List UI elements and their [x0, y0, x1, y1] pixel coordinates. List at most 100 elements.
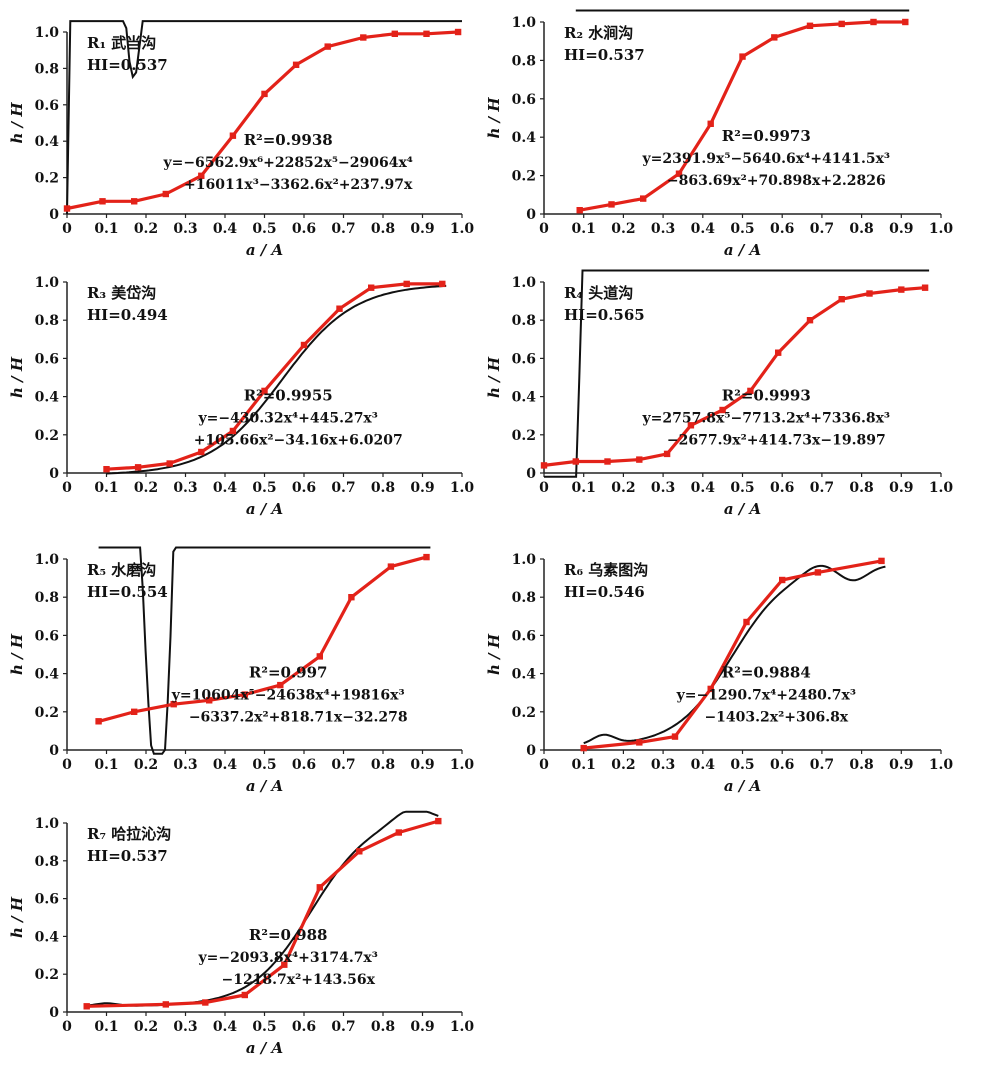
y-tick-label: 0.8: [512, 590, 536, 606]
equation-line: y=−1290.7x⁴+2480.7x³: [676, 687, 856, 703]
x-tick-label: 0.6: [292, 480, 316, 496]
observed-point: [576, 207, 583, 214]
y-axis-label: h / H: [8, 896, 26, 938]
hi-value: HI=0.554: [87, 583, 168, 601]
observed-point: [838, 296, 845, 303]
y-tick-label: 0.8: [512, 53, 536, 69]
r-squared-label: R²=0.9955: [244, 386, 333, 404]
panel-label: R₄ 头道沟: [564, 284, 633, 302]
x-tick-label: 0.6: [770, 221, 794, 237]
y-tick-label: 0: [526, 207, 536, 223]
observed-point: [202, 999, 209, 1006]
observed-point: [360, 34, 367, 41]
chart-panel-2: 0 0.1 0.2 0.3 0.4 0.5 0.6 0.7 0.8 0.9 1.0 0 0.2 0.4 0.…: [485, 9, 954, 259]
chart-panel-6: 0 0.1 0.2 0.3 0.4 0.5 0.6 0.7 0.8 0.9 1.0 0 0.2 0.4 0.…: [485, 552, 953, 795]
y-tick-label: 1.0: [512, 275, 537, 291]
x-axis-label: a / A: [246, 500, 283, 518]
x-tick-label: 0.3: [173, 221, 197, 237]
panel-label: R₆ 乌素图沟: [564, 561, 648, 579]
observed-point: [83, 1003, 90, 1010]
x-tick-label: 0.8: [371, 1019, 395, 1035]
observed-point: [261, 387, 268, 395]
r-squared-label: R²=0.997: [249, 663, 328, 681]
y-tick-label: 0.2: [35, 171, 59, 187]
observed-point: [743, 618, 750, 626]
x-tick-label: 0.6: [292, 757, 316, 773]
observed-point: [241, 991, 248, 999]
chart-panel-3: 0 0.1 0.2 0.3 0.4 0.5 0.6 0.7 0.8 0.9 1.0 0 0.2 0.4 0.…: [8, 275, 474, 518]
hi-value: HI=0.537: [564, 46, 645, 64]
y-axis-label: h / H: [8, 356, 26, 398]
observed-point: [356, 848, 363, 855]
x-tick-label: 0.3: [651, 221, 675, 237]
observed-point: [387, 563, 395, 570]
observed-point: [423, 553, 430, 561]
x-tick-label: 0.1: [572, 480, 596, 496]
panel-label: R₂ 水涧沟: [564, 24, 633, 42]
x-tick-label: 0: [62, 1019, 72, 1035]
chart-panel-1: 0 0.1 0.2 0.3 0.4 0.5 0.6 0.7 0.8 0.9 1.0 0 0.2 0.4 0.…: [8, 20, 474, 259]
chart-panel-7: 0 0.1 0.2 0.3 0.4 0.5 0.6 0.7 0.8 0.9 1.0 0 0.2 0.4 0.…: [8, 810, 474, 1057]
x-tick-label: 0: [62, 757, 72, 773]
x-tick-label: 0.3: [651, 757, 675, 773]
r-squared-label: R²=0.9993: [722, 386, 811, 404]
x-tick-label: 0.9: [889, 221, 913, 237]
observed-point: [636, 739, 643, 746]
y-tick-label: 0.6: [512, 628, 536, 644]
fit-curve: [583, 564, 886, 745]
observed-point: [292, 61, 300, 68]
fit-curve: [106, 284, 447, 475]
equation-line: −1218.7x²+143.56x: [221, 972, 375, 988]
y-tick-label: 0.2: [35, 705, 59, 721]
x-tick-label: 0.6: [292, 1019, 316, 1035]
observed-point: [134, 464, 142, 471]
x-axis-label: a / A: [246, 1039, 283, 1057]
observed-point: [878, 557, 885, 565]
observed-point: [99, 198, 106, 205]
x-tick-label: 0.9: [410, 1019, 434, 1035]
y-tick-label: 0.2: [512, 428, 536, 444]
observed-point: [870, 18, 877, 26]
y-axis-label: h / H: [485, 633, 503, 675]
x-tick-label: 1.0: [929, 480, 954, 496]
observed-point: [771, 34, 778, 41]
observed-point: [540, 462, 548, 469]
observed-point: [63, 205, 71, 212]
observed-point: [368, 284, 375, 291]
x-tick-label: 0: [539, 221, 549, 237]
y-tick-label: 0.2: [35, 967, 59, 983]
observed-line: [98, 555, 427, 723]
x-tick-label: 0.5: [730, 221, 754, 237]
observed-point: [162, 1001, 169, 1008]
observed-point: [707, 120, 714, 127]
x-tick-label: 0.3: [173, 1019, 197, 1035]
r-squared-label: R²=0.9938: [244, 131, 333, 149]
x-tick-label: 0.9: [410, 480, 434, 496]
x-tick-label: 1.0: [929, 221, 954, 237]
observed-point: [439, 280, 446, 288]
y-tick-label: 0.6: [512, 92, 536, 108]
y-tick-label: 1.0: [35, 275, 60, 291]
x-tick-label: 0.7: [810, 757, 834, 773]
observed-point: [747, 387, 754, 395]
y-tick-label: 1.0: [512, 552, 537, 568]
observed-point: [103, 466, 110, 473]
x-tick-label: 0.6: [770, 757, 794, 773]
panel-label: R₇ 哈拉沁沟: [87, 825, 171, 843]
observed-point: [838, 20, 845, 28]
fit-curve: [98, 546, 431, 755]
observed-point: [300, 341, 308, 349]
y-axis-label: h / H: [485, 97, 503, 139]
r-squared-label: R²=0.9973: [722, 127, 811, 145]
y-tick-label: 0.6: [35, 351, 59, 367]
observed-point: [166, 460, 173, 467]
x-tick-label: 0.4: [691, 221, 716, 237]
x-tick-label: 0.1: [94, 221, 118, 237]
observed-point: [395, 829, 402, 836]
observed-point: [95, 718, 102, 725]
x-tick-label: 0.5: [252, 480, 276, 496]
panel-label: R₁ 武当沟: [87, 34, 156, 52]
observed-point: [229, 132, 237, 139]
y-tick-label: 0.8: [512, 313, 536, 329]
y-tick-label: 0.8: [35, 61, 59, 77]
